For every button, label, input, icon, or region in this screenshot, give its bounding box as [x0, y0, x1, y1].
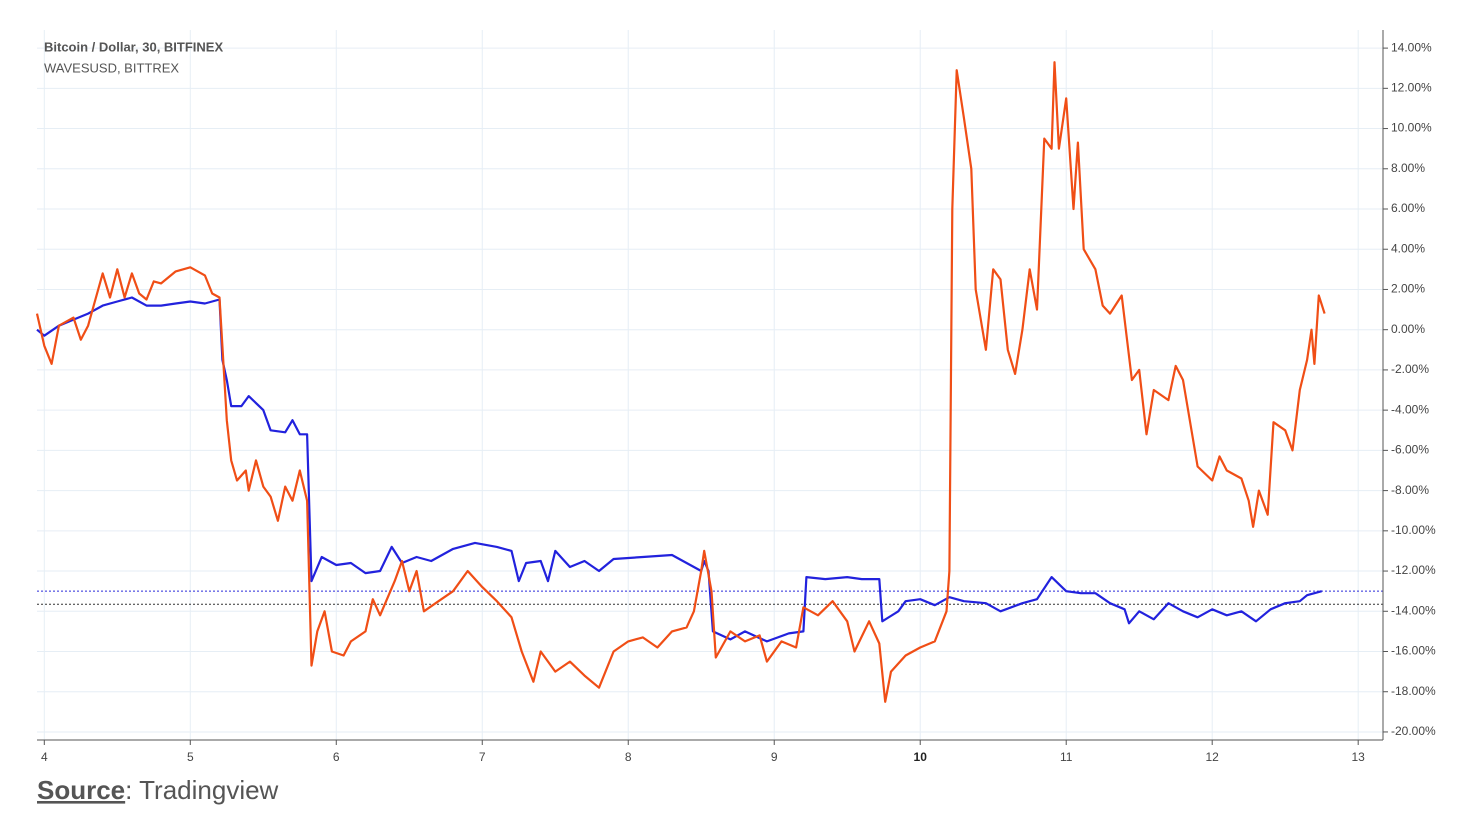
- legend-entry: WAVESUSD, BITTREX: [44, 60, 179, 75]
- series-line: [36, 296, 1322, 643]
- x-tick-label: 11: [1060, 750, 1073, 764]
- y-tick-label: -14.00%: [1391, 603, 1436, 617]
- y-tick-label: 2.00%: [1391, 282, 1425, 296]
- x-tick-label: 6: [333, 750, 340, 764]
- x-tick-label: 13: [1352, 750, 1366, 764]
- axes: 14.00% 12.00% 10.00% 8.00% 6.00% 4.00% 2.00% 0.…: [37, 30, 1436, 764]
- marks: [35, 61, 1383, 703]
- y-tick-label: -12.00%: [1391, 563, 1436, 577]
- y-tick-label: -6.00%: [1391, 443, 1429, 457]
- legend-entry: Bitcoin / Dollar, 30, BITFINEX: [44, 39, 223, 54]
- y-tick-label: -10.00%: [1391, 523, 1436, 537]
- x-tick-label: 8: [625, 750, 632, 764]
- y-tick-label: -18.00%: [1391, 684, 1436, 698]
- x-tick-label: 12: [1206, 750, 1220, 764]
- source: Source: Tradingview: [37, 775, 279, 805]
- y-tick-label: 4.00%: [1391, 241, 1425, 255]
- x-tick-label: 9: [771, 750, 778, 764]
- x-tick-label: 4: [41, 750, 48, 764]
- y-tick-label: 10.00%: [1391, 121, 1432, 135]
- y-tick-label: -20.00%: [1391, 724, 1436, 738]
- x-tick-label: 7: [479, 750, 486, 764]
- grid: [37, 30, 1383, 740]
- y-tick-label: -8.00%: [1391, 483, 1429, 497]
- x-tick-label: 5: [187, 750, 194, 764]
- y-tick-label: 8.00%: [1391, 161, 1425, 175]
- y-tick-label: -16.00%: [1391, 644, 1436, 658]
- y-tick-label: 0.00%: [1391, 322, 1425, 336]
- source-text: : Tradingview: [125, 775, 278, 805]
- y-tick-label: -4.00%: [1391, 402, 1429, 416]
- y-tick-label: 14.00%: [1391, 40, 1432, 54]
- x-tick-label: 10: [914, 750, 928, 764]
- y-tick-label: 6.00%: [1391, 201, 1425, 215]
- source-label: Source: [37, 775, 125, 805]
- series-line: [35, 61, 1326, 703]
- y-tick-label: -2.00%: [1391, 362, 1429, 376]
- y-tick-label: 12.00%: [1391, 81, 1432, 95]
